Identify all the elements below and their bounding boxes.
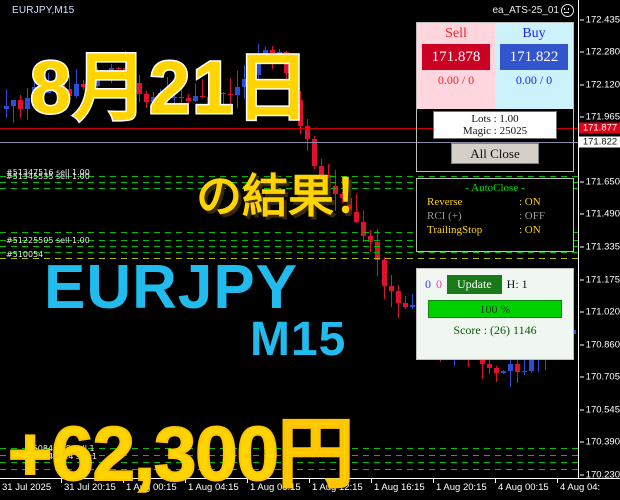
time-tick: 1 Aug 12:15 (312, 482, 363, 493)
autoclose-row[interactable]: Reverse : ON (417, 196, 573, 208)
price-tick: 170.860 (579, 340, 620, 351)
score-panel: 0 0 Update H: 1 100 % Score : (26) 1146 (416, 268, 574, 360)
price-tick: 172.120 (579, 80, 620, 91)
overlay-pair: EURJPY (44, 253, 299, 322)
overlay-result: の結果！ (196, 170, 380, 222)
sell-price-button[interactable]: 171.878 (422, 44, 490, 70)
buy-lots-count: 0.00 / 0 (515, 73, 553, 87)
order-label: #510054 (6, 250, 44, 259)
price-tick: 171.175 (579, 275, 620, 286)
current-sell-price: 171.877 (579, 122, 620, 134)
level-line (0, 258, 578, 259)
autoclose-value: : OFF (519, 210, 545, 222)
order-label: #50846 48 sell 1 (26, 444, 95, 453)
lots-value: Lots : 1.00 (471, 113, 519, 125)
level-line (0, 448, 578, 449)
time-tick: 4 Aug 04: (560, 482, 601, 493)
price-tick: 171.965 (579, 112, 620, 123)
order-label: #50844314 sell 1 (26, 452, 98, 461)
price-tick: 170.230 (579, 470, 620, 481)
time-tick: 1 Aug 00:15 (126, 482, 177, 493)
sell-column: Sell 171.878 0.00 / 0 (417, 23, 495, 109)
level-line (0, 142, 578, 143)
counter-magenta: 0 (436, 277, 442, 291)
time-tick: 31 Jul 20:15 (64, 482, 116, 493)
time-tick: 31 Jul 2025 (2, 482, 52, 493)
lots-magic-info: Lots : 1.00 Magic : 25025 (433, 111, 557, 139)
price-tick: 170.705 (579, 372, 620, 383)
order-label: #51347516 sell 1.00 (6, 168, 90, 177)
level-line (0, 240, 578, 241)
buy-column: Buy 171.822 0.00 / 0 (495, 23, 573, 109)
level-line (0, 182, 578, 183)
price-tick: 172.435 (579, 15, 620, 26)
level-line (0, 176, 578, 177)
time-axis[interactable]: 31 Jul 2025 31 Jul 20:15 1 Aug 00:15 1 Aug … (0, 478, 620, 500)
price-tick: 172.280 (579, 47, 620, 58)
price-tick: 171.650 (579, 177, 620, 188)
hours-label: H: 1 (506, 277, 528, 291)
order-label: #51345535 sell 1.00 (6, 172, 90, 181)
trade-panel: Sell 171.878 0.00 / 0 Buy 171.822 0.00 /… (416, 22, 574, 172)
autoclose-key: Reverse (427, 196, 463, 208)
buy-label: Buy (522, 26, 546, 41)
autoclose-title: - AutoClose - (465, 182, 525, 194)
time-tick: 1 Aug 16:15 (374, 482, 425, 493)
autoclose-value: : ON (519, 224, 541, 236)
order-label: #51225505 sell 1.00 (6, 236, 90, 245)
price-axis[interactable]: 172.435 172.280 172.120 171.965 171.650 171.4… (578, 0, 620, 481)
price-tick: 171.490 (579, 209, 620, 220)
sell-label: Sell (445, 26, 467, 41)
level-line (0, 252, 578, 253)
smiley-face-icon[interactable] (561, 4, 574, 17)
current-buy-price: 171.822 (579, 136, 620, 148)
price-tick: 170.390 (579, 437, 620, 448)
update-button[interactable]: Update (447, 275, 502, 294)
autoclose-key: RCI (+) (427, 210, 462, 222)
price-tick: 170.545 (579, 405, 620, 416)
time-tick: 1 Aug 08:15 (250, 482, 301, 493)
buy-price-button[interactable]: 171.822 (500, 44, 568, 70)
level-line (0, 469, 578, 470)
autoclose-panel: - AutoClose - Reverse : ON RCI (+) : OFF Tra… (416, 178, 574, 252)
level-line (0, 455, 578, 456)
counter-blue: 0 (425, 277, 431, 291)
autoclose-row[interactable]: TrailingStop : ON (417, 224, 573, 236)
progress-bar: 100 % (428, 300, 562, 318)
sell-lots-count: 0.00 / 0 (437, 73, 475, 87)
level-line (0, 246, 578, 247)
level-line (0, 232, 578, 233)
overlay-profit: +62,300円 (7, 411, 355, 498)
time-tick: 4 Aug 00:15 (498, 482, 549, 493)
overlay-date: 8月21日 (28, 45, 312, 131)
autoclose-row[interactable]: RCI (+) : OFF (417, 210, 573, 222)
ea-name-label: ea_ATS-25_01 (492, 5, 559, 16)
autoclose-key: TrailingStop (427, 224, 483, 236)
price-tick: 171.020 (579, 307, 620, 318)
score-value: Score : (26) 1146 (453, 323, 537, 337)
all-close-button[interactable]: All Close (451, 143, 539, 164)
price-tick: 171.335 (579, 242, 620, 253)
time-tick: 1 Aug 04:15 (188, 482, 239, 493)
level-line (0, 128, 578, 129)
level-line (0, 188, 578, 189)
level-line (0, 462, 578, 463)
chart-title: EURJPY,M15 (12, 5, 75, 16)
time-tick: 1 Aug 20:15 (436, 482, 487, 493)
autoclose-value: : ON (519, 196, 541, 208)
magic-value: Magic : 25025 (462, 125, 528, 137)
overlay-timeframe: M15 (250, 313, 347, 366)
ea-name: ea_ATS-25_01 (492, 4, 574, 17)
